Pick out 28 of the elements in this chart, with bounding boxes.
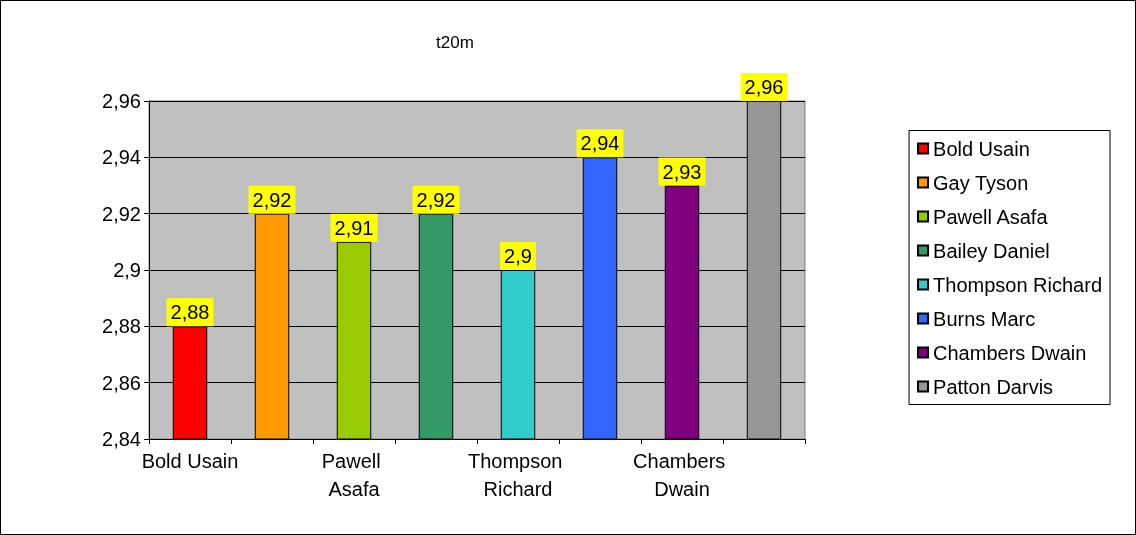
legend-label: Pawell Asafa bbox=[933, 205, 1049, 228]
y-tick-label: 2,84 bbox=[102, 428, 141, 450]
data-label: 2,88 bbox=[170, 301, 210, 324]
data-label: 2,9 bbox=[504, 245, 532, 267]
legend-label: Gay Tyson bbox=[933, 171, 1029, 194]
y-tick-label: 2,86 bbox=[102, 371, 141, 394]
y-tick-label: 2,94 bbox=[102, 146, 141, 169]
chart-title: t20m bbox=[436, 33, 474, 52]
y-tick-label: 2,96 bbox=[102, 90, 141, 112]
x-tick-label: Chambers Dwain bbox=[633, 450, 731, 500]
data-label: 2,91 bbox=[334, 216, 374, 239]
legend-label: Patton Darvis bbox=[933, 375, 1054, 398]
legend-label: Bailey Daniel bbox=[933, 239, 1050, 262]
legend-label: Bold Usain bbox=[933, 137, 1030, 160]
legend-label: Burns Marc bbox=[933, 307, 1036, 330]
legend-label: Chambers Dwain bbox=[933, 341, 1087, 364]
data-label: 2,96 bbox=[744, 76, 784, 98]
legend-label: Thompson Richard bbox=[933, 273, 1102, 296]
data-label: 2,94 bbox=[580, 132, 620, 155]
x-tick-label: Thompson Richard bbox=[467, 450, 569, 500]
x-tick-label: Pawell Asafa bbox=[321, 450, 387, 500]
y-tick-label: 2,9 bbox=[113, 259, 141, 281]
data-label: 2,93 bbox=[662, 160, 702, 183]
x-tick-label: Bold Usain bbox=[141, 450, 239, 472]
y-tick-label: 2,88 bbox=[102, 315, 141, 338]
data-label: 2,92 bbox=[252, 188, 292, 211]
y-tick-label: 2,92 bbox=[102, 202, 141, 225]
data-label: 2,92 bbox=[416, 188, 456, 211]
